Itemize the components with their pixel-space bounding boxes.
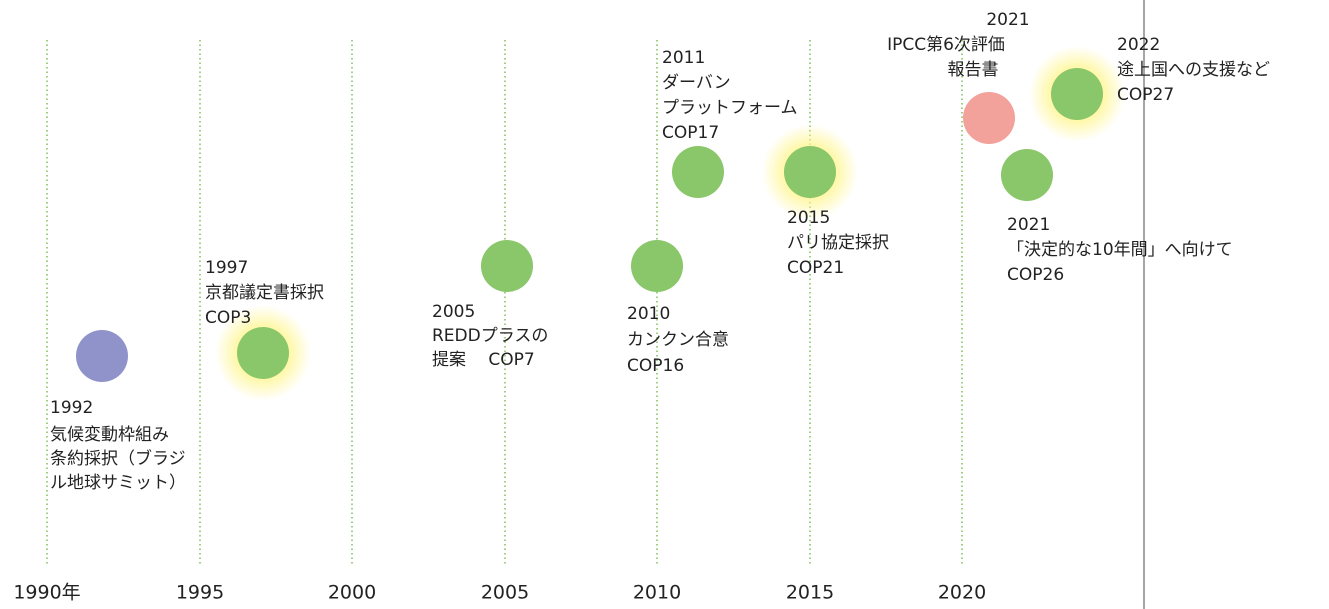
event-label: COP21 [787,258,844,278]
event-label: COP27 [1117,85,1174,105]
axis-label: 2015 [786,582,834,604]
axis-label: 1995 [176,582,224,604]
event-label: パリ協定採択 [787,233,889,253]
event-label: 1997 [205,258,248,278]
event-label: 1992 [50,398,93,418]
event-label: IPCC第6次評価 [887,35,1005,55]
event-dot [784,146,836,198]
event-label: 報告書 [948,60,999,80]
event-dot [631,240,683,292]
axis-label: 2000 [328,582,376,604]
event-label: COP16 [627,356,684,376]
event-label: 気候変動枠組み [50,425,169,445]
event-label: プラットフォーム [662,98,798,118]
event-label: COP17 [662,123,719,143]
event-label: 2022 [1117,35,1160,55]
event-label: 条約採択（ブラジ [50,448,186,469]
event-label: 提案 COP7 [432,350,535,370]
event-dot [76,330,128,382]
event-dot [963,92,1015,144]
event-label: 途上国への支援など [1117,60,1270,80]
event-label: 2021 [986,10,1029,30]
event-label: 2005 [432,302,475,322]
event-label: 2011 [662,48,705,68]
event-label: COP3 [205,308,251,328]
event-label: カンクン合意 [627,330,729,350]
event-dot [1051,68,1103,120]
axis-label: 1990年 [13,582,80,604]
axis-label: 2005 [481,582,529,604]
axis-label: 2010 [633,582,681,604]
event-label: 京都議定書採択 [205,283,324,303]
event-label: REDDプラスの [432,326,548,346]
event-label: 「決定的な10年間」へ向けて [1007,240,1233,260]
event-dot [1001,149,1053,201]
event-label: 2010 [627,304,670,324]
event-label: ダーバン [662,73,731,93]
event-label: COP26 [1007,265,1064,285]
event-dot [237,327,289,379]
axis-label: 2020 [938,582,986,604]
event-label: ル地球サミット） [50,473,186,493]
event-label: 2021 [1007,215,1050,235]
event-label: 2015 [787,208,830,228]
event-dot [481,240,533,292]
event-dot [672,146,724,198]
